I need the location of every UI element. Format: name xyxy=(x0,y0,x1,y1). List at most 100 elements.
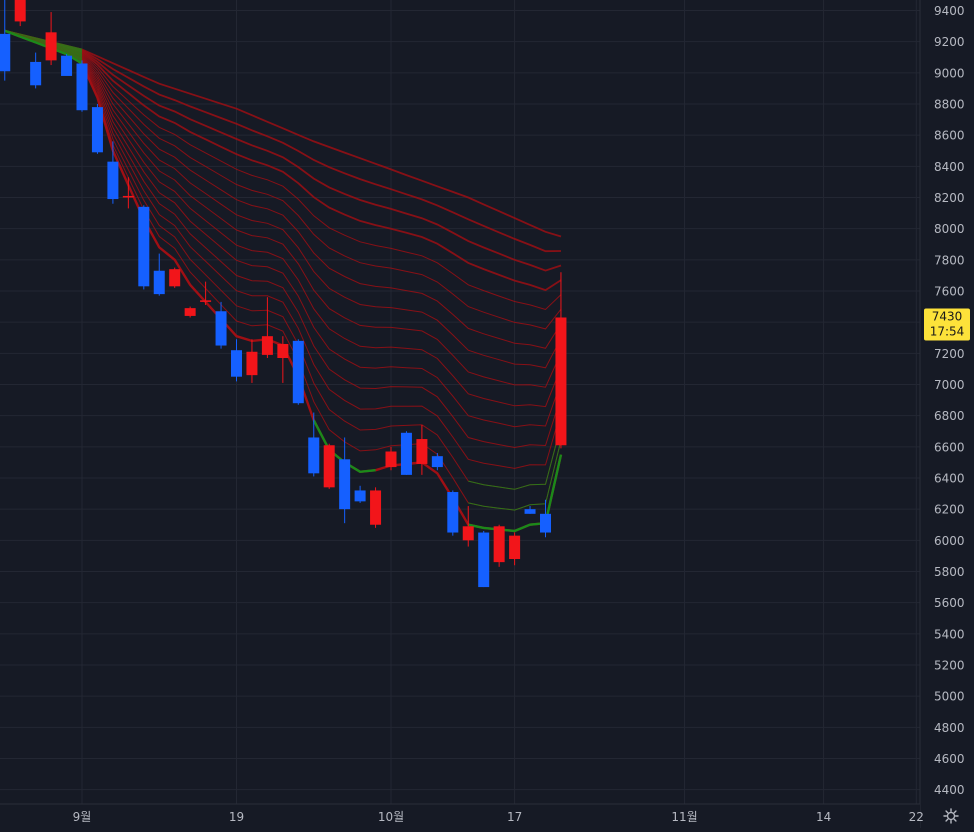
candle-body xyxy=(122,195,134,198)
price-tick-label: 8000 xyxy=(934,222,965,236)
time-tick-label: 11월 xyxy=(671,810,697,824)
price-tick-label: 5000 xyxy=(934,690,965,704)
candle-body xyxy=(184,308,196,316)
price-tick-label: 8600 xyxy=(934,129,965,143)
candle-body xyxy=(261,336,273,355)
gear-icon-hub xyxy=(946,811,956,821)
ribbon-line xyxy=(4,30,562,311)
price-tick-label: 9400 xyxy=(934,4,965,18)
price-tick-label: 4400 xyxy=(934,783,965,797)
ribbon-line xyxy=(4,30,562,469)
ribbon-line-bull xyxy=(4,29,83,65)
time-tick-label: 10월 xyxy=(378,810,404,824)
candle-body xyxy=(400,432,412,475)
candle-body xyxy=(540,513,551,533)
time-tick-label: 22 xyxy=(909,810,924,824)
ribbon-line xyxy=(4,30,562,388)
price-tick-label: 7800 xyxy=(934,253,965,267)
candle-body xyxy=(478,532,490,588)
candle-body xyxy=(215,311,227,346)
ribbon-line xyxy=(4,30,562,369)
time-axis-bg xyxy=(0,804,920,828)
candle-body xyxy=(138,206,150,287)
price-tick-label: 9000 xyxy=(934,66,965,80)
price-tick-label: 4800 xyxy=(934,721,965,735)
time-tick-label: 19 xyxy=(229,810,244,824)
gear-icon-tooth xyxy=(953,818,957,822)
ribbon-line xyxy=(4,29,562,292)
candle-body xyxy=(323,445,335,488)
ribbon-line xyxy=(4,30,562,349)
price-tick-label: 6800 xyxy=(934,409,965,423)
candle-body xyxy=(231,350,242,377)
candle-body xyxy=(493,526,505,563)
time-tick-label: 14 xyxy=(816,810,831,824)
candle-body xyxy=(61,55,73,76)
price-tick-label: 6600 xyxy=(934,440,965,454)
candle-body xyxy=(339,459,351,510)
gear-icon-tooth xyxy=(945,818,949,822)
price-tick-label: 5200 xyxy=(934,658,965,672)
candle-body xyxy=(30,61,42,86)
candle-body xyxy=(76,63,88,111)
ribbon-line xyxy=(4,30,562,428)
candle-body xyxy=(370,490,382,525)
last-price-tag: 7430 17:54 xyxy=(924,308,970,341)
price-tick-label: 5600 xyxy=(934,596,965,610)
candle-body xyxy=(524,509,536,514)
candle-body xyxy=(14,0,26,22)
candle-body xyxy=(447,492,459,533)
price-tick-label: 6400 xyxy=(934,471,965,485)
price-tick-label: 7000 xyxy=(934,378,965,392)
last-price-time: 17:54 xyxy=(930,324,965,338)
ribbon-line xyxy=(4,29,562,272)
price-tick-label: 6200 xyxy=(934,503,965,517)
gear-icon[interactable] xyxy=(943,808,959,824)
price-tick-label: 5800 xyxy=(934,565,965,579)
price-tick-label: 6000 xyxy=(934,534,965,548)
candle-body xyxy=(509,535,521,560)
candle-body xyxy=(246,351,258,376)
candle-body xyxy=(107,161,119,200)
candle-body xyxy=(555,317,567,446)
gear-icon-tooth xyxy=(945,810,949,814)
candle-body xyxy=(277,343,289,359)
price-tick-label: 7600 xyxy=(934,284,965,298)
time-tick-label: 9월 xyxy=(73,810,92,824)
ribbon-line xyxy=(4,30,562,449)
candle-body xyxy=(169,269,181,287)
price-tick-label: 8800 xyxy=(934,97,965,111)
candle-body xyxy=(153,270,165,295)
price-tick-label: 5400 xyxy=(934,627,965,641)
candle-body xyxy=(200,300,212,302)
price-tick-label: 7200 xyxy=(934,347,965,361)
ribbon-line xyxy=(4,30,562,408)
price-axis-bg xyxy=(920,0,974,828)
candle-body xyxy=(308,437,320,474)
candle-body xyxy=(354,490,366,502)
last-price-value: 7430 xyxy=(932,309,963,323)
candle-body xyxy=(416,439,428,464)
ribbon-line xyxy=(4,29,562,238)
gear-icon-tooth xyxy=(953,810,957,814)
candle-body xyxy=(431,456,443,468)
price-tick-label: 8400 xyxy=(934,160,965,174)
candle-body xyxy=(45,32,57,61)
ribbon-line xyxy=(4,30,562,330)
price-axis[interactable]: 9400 9200 9000 8800 8600 8400 8200 8000 7800 7600… xyxy=(919,0,974,828)
candle-body xyxy=(462,526,474,541)
time-axis[interactable]: 9월 19 10월 17 11월 14 22 xyxy=(0,803,924,828)
price-tick-label: 8200 xyxy=(934,191,965,205)
candle-body xyxy=(385,451,397,468)
last-price-tag-box xyxy=(924,308,970,341)
ribbon-line-bull xyxy=(468,425,562,490)
time-tick-label: 17 xyxy=(507,810,522,824)
candles xyxy=(0,0,567,588)
price-tick-label: 9200 xyxy=(934,35,965,49)
ribbon-line xyxy=(4,29,562,253)
candle-body xyxy=(91,107,103,153)
candle-body xyxy=(292,340,304,404)
